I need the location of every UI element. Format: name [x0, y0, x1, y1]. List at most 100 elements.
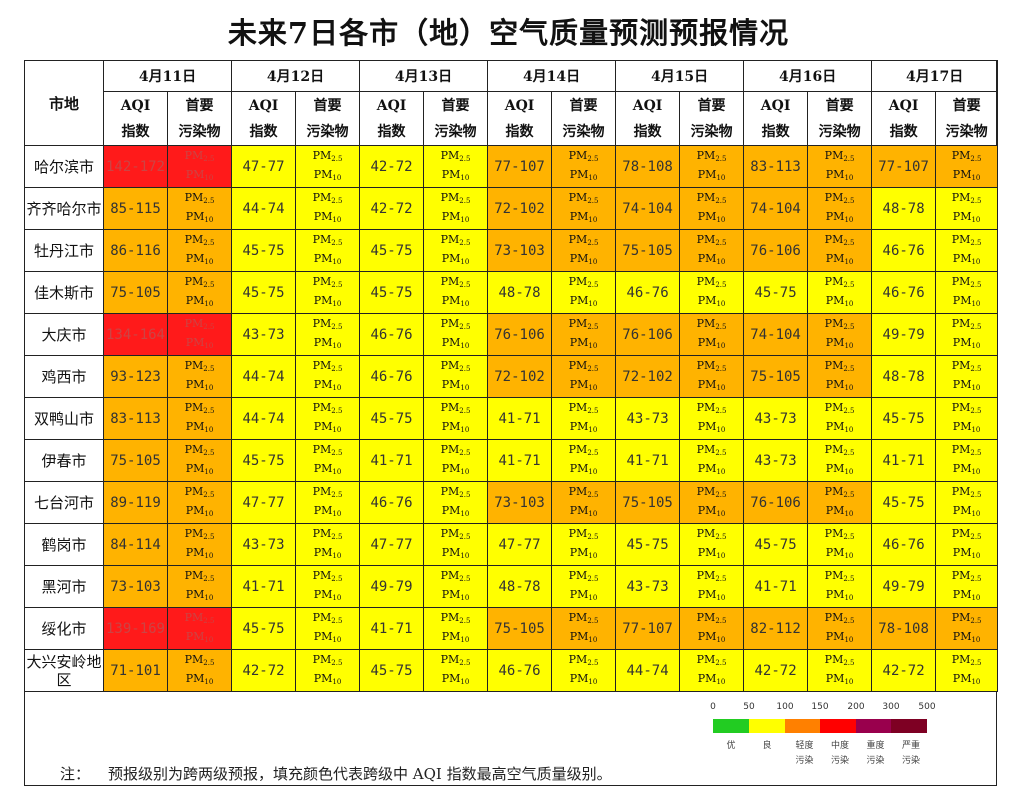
pollutant-pm25: PM2.5: [824, 358, 855, 373]
primary-pollutant-cell: PM2.5 PM10: [295, 481, 361, 524]
pollutant-pm10: PM10: [441, 503, 470, 518]
pollutant-pm25: PM2.5: [824, 652, 855, 667]
pollutant-pm25: PM2.5: [568, 526, 599, 541]
aqi-range-cell: 47-77: [359, 523, 425, 566]
primary-pollutant-cell: PM2.5 PM10: [166, 481, 233, 524]
primary-pollutant-cell: PM2.5 PM10: [679, 229, 745, 272]
primary-pollutant-cell: PM2.5 PM10: [807, 271, 873, 314]
table-row: 鹤岗市 84-114 PM2.5 PM10 43-73 PM2.5 PM10 47-77 PM2…: [24, 523, 999, 566]
pollutant-pm25: PM2.5: [568, 274, 599, 289]
pollutant-pm25: PM2.5: [824, 316, 855, 331]
aqi-range-cell: 45-75: [871, 481, 937, 524]
primary-pollutant-cell: PM2.5 PM10: [679, 607, 745, 650]
pollutant-pm25: PM2.5: [696, 400, 727, 415]
pollutant-pm25: PM2.5: [951, 610, 982, 625]
primary-pollutant-cell: PM2.5 PM10: [551, 523, 617, 566]
city-name: 七台河市: [24, 481, 104, 524]
subheader-aqi-line1: AQI: [248, 97, 279, 114]
pollutant-pm25: PM2.5: [568, 610, 599, 625]
aqi-range-cell: 89-119: [103, 481, 168, 524]
subheader-aqi: AQI 指数: [359, 91, 425, 146]
pollutant-pm25: PM2.5: [824, 148, 855, 163]
aqi-range-cell: 46-76: [871, 523, 937, 566]
aqi-range-cell: 73-103: [487, 229, 553, 272]
pollutant-pm25: PM2.5: [696, 568, 727, 583]
pollutant-pm10: PM10: [569, 587, 598, 602]
aqi-range-cell: 82-112: [743, 607, 809, 650]
pollutant-pm10: PM10: [441, 377, 470, 392]
legend-tick: 300: [882, 702, 900, 712]
primary-pollutant-cell: PM2.5 PM10: [423, 607, 489, 650]
pollutant-pm25: PM2.5: [824, 484, 855, 499]
table-row: 哈尔滨市 142-172 PM2.5 PM10 47-77 PM2.5 PM10 42-72 P…: [24, 145, 999, 188]
aqi-range-cell: 41-71: [743, 565, 809, 608]
city-name: 牡丹江市: [24, 229, 104, 272]
pollutant-pm10: PM10: [952, 335, 981, 350]
primary-pollutant-cell: PM2.5 PM10: [679, 397, 745, 440]
primary-pollutant-cell: PM2.5 PM10: [935, 439, 999, 482]
aqi-color-legend: 0 50 100 150 200 300 500 优 良 轻度 污染 中度 污染 重度 污染 严重 污染: [708, 702, 938, 777]
pollutant-pm25: PM2.5: [312, 652, 343, 667]
primary-pollutant-cell: PM2.5 PM10: [551, 313, 617, 356]
city-name: 佳木斯市: [24, 271, 104, 314]
pollutant-pm10: PM10: [952, 377, 981, 392]
aqi-range-cell: 44-74: [231, 187, 297, 230]
pollutant-pm10: PM10: [697, 251, 726, 266]
subheader-aqi-line2: 指数: [761, 123, 790, 140]
primary-pollutant-cell: PM2.5 PM10: [807, 481, 873, 524]
aqi-range-cell: 75-105: [743, 355, 809, 398]
pollutant-pm25: PM2.5: [184, 484, 215, 499]
pollutant-pm25: PM2.5: [312, 190, 343, 205]
subheader-aqi-line1: AQI: [888, 97, 919, 114]
pollutant-pm10: PM10: [697, 293, 726, 308]
aqi-range-cell: 75-105: [103, 439, 168, 482]
pollutant-pm25: PM2.5: [440, 526, 471, 541]
legend-ticks: 0 50 100 150 200 300 500: [708, 702, 938, 714]
pollutant-pm10: PM10: [185, 629, 214, 644]
primary-pollutant-cell: PM2.5 PM10: [679, 649, 745, 692]
pollutant-pm25: PM2.5: [184, 232, 215, 247]
pollutant-pm25: PM2.5: [184, 442, 215, 457]
pollutant-pm10: PM10: [441, 335, 470, 350]
table-row: 绥化市 139-169 PM2.5 PM10 45-75 PM2.5 PM10 41-71 PM…: [24, 607, 999, 650]
pollutant-pm25: PM2.5: [824, 190, 855, 205]
pollutant-pm10: PM10: [441, 461, 470, 476]
subheader-aqi-line1: AQI: [376, 97, 407, 114]
table-row: 佳木斯市 75-105 PM2.5 PM10 45-75 PM2.5 PM10 45-75 PM…: [24, 271, 999, 314]
aqi-range-cell: 139-169: [103, 607, 168, 650]
aqi-range-cell: 134-164: [103, 313, 168, 356]
subheader-aqi-line1: AQI: [632, 97, 663, 114]
primary-pollutant-cell: PM2.5 PM10: [679, 565, 745, 608]
pollutant-pm25: PM2.5: [312, 610, 343, 625]
aqi-range-cell: 49-79: [871, 565, 937, 608]
primary-pollutant-cell: PM2.5 PM10: [166, 439, 233, 482]
pollutant-pm10: PM10: [569, 293, 598, 308]
aqi-range-cell: 41-71: [359, 607, 425, 650]
primary-pollutant-cell: PM2.5 PM10: [807, 145, 873, 188]
pollutant-pm25: PM2.5: [184, 358, 215, 373]
subheader-aqi-line2: 指数: [377, 123, 406, 140]
primary-pollutant-cell: PM2.5 PM10: [423, 145, 489, 188]
aqi-range-cell: 45-75: [615, 523, 681, 566]
pollutant-pm10: PM10: [569, 335, 598, 350]
primary-pollutant-cell: PM2.5 PM10: [295, 355, 361, 398]
pollutant-pm10: PM10: [697, 167, 726, 182]
aqi-range-cell: 76-106: [743, 481, 809, 524]
column-header-date: 4月11日: [102, 60, 233, 92]
aqi-range-cell: 41-71: [231, 565, 297, 608]
primary-pollutant-cell: PM2.5 PM10: [295, 565, 361, 608]
pollutant-pm10: PM10: [569, 209, 598, 224]
pollutant-pm10: PM10: [697, 209, 726, 224]
pollutant-pm25: PM2.5: [568, 568, 599, 583]
pollutant-pm25: PM2.5: [568, 358, 599, 373]
subheader-pollutant-line2: 污染物: [434, 123, 477, 140]
aqi-range-cell: 142-172: [103, 145, 168, 188]
primary-pollutant-cell: PM2.5 PM10: [166, 649, 233, 692]
primary-pollutant-cell: PM2.5 PM10: [551, 649, 617, 692]
aqi-range-cell: 43-73: [231, 313, 297, 356]
pollutant-pm10: PM10: [952, 293, 981, 308]
pollutant-pm10: PM10: [952, 629, 981, 644]
subheader-pollutant-line2: 污染物: [690, 123, 733, 140]
pollutant-pm10: PM10: [185, 419, 214, 434]
pollutant-pm10: PM10: [952, 545, 981, 560]
